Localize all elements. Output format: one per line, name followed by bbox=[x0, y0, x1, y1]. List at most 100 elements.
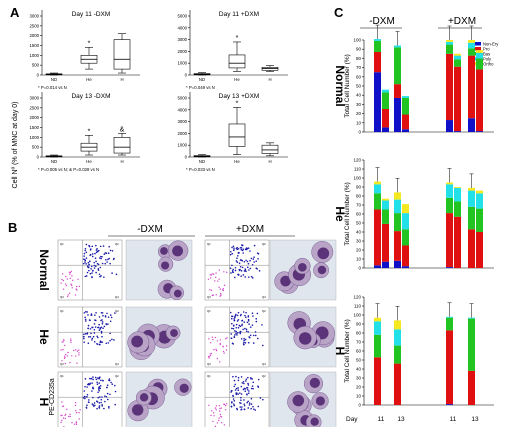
pink-event-dot bbox=[73, 349, 75, 352]
pink-event-dot bbox=[219, 342, 221, 344]
bar-segment-poly bbox=[476, 52, 483, 59]
blue-event-dot bbox=[242, 248, 244, 250]
bar-segment-ortho bbox=[468, 40, 475, 43]
pink-event-dot bbox=[70, 270, 73, 273]
blue-event-dot bbox=[242, 380, 245, 383]
y-tick-label: 80 bbox=[356, 331, 362, 336]
blue-event-dot bbox=[240, 270, 243, 272]
panel-c-ylabel: Total Cell Number (%) bbox=[344, 182, 351, 246]
blue-event-dot bbox=[86, 386, 88, 388]
blue-event-dot bbox=[101, 404, 103, 406]
blue-event-dot bbox=[243, 399, 245, 401]
cell-nucleus bbox=[317, 265, 327, 275]
blue-event-dot bbox=[86, 265, 89, 268]
blue-event-dot bbox=[96, 383, 99, 386]
blue-event-dot bbox=[248, 323, 250, 325]
bar-segment-non-ery bbox=[446, 120, 453, 132]
y-tick-label: 4000 bbox=[177, 107, 187, 112]
pink-event-dot bbox=[214, 407, 217, 409]
pink-event-dot bbox=[72, 279, 74, 282]
pink-event-dot bbox=[78, 349, 80, 351]
blue-event-dot bbox=[86, 393, 89, 396]
blue-event-dot bbox=[233, 324, 235, 327]
y-tick-label: 500 bbox=[32, 145, 40, 150]
bar-segment-pro bbox=[394, 231, 401, 261]
blue-event-dot bbox=[84, 318, 87, 321]
blue-event-dot bbox=[242, 311, 245, 313]
blue-event-dot bbox=[95, 378, 98, 381]
panel-c-row-label: H bbox=[333, 347, 347, 356]
cell-nucleus bbox=[298, 263, 307, 272]
blue-event-dot bbox=[236, 408, 239, 411]
blue-event-dot bbox=[109, 249, 112, 252]
pink-event-dot bbox=[208, 357, 210, 359]
legend-label: Bas bbox=[483, 51, 490, 56]
blue-event-dot bbox=[244, 268, 247, 270]
blue-event-dot bbox=[99, 387, 102, 390]
blue-event-dot bbox=[230, 405, 233, 408]
box bbox=[228, 123, 246, 147]
pink-event-dot bbox=[220, 294, 222, 296]
blue-event-dot bbox=[232, 271, 235, 274]
pink-event-dot bbox=[213, 415, 215, 417]
bar-segment-ortho bbox=[394, 320, 401, 330]
blue-event-dot bbox=[83, 341, 85, 344]
quadrant-label: Q1 bbox=[207, 374, 211, 378]
blue-event-dot bbox=[252, 387, 254, 390]
blue-event-dot bbox=[104, 400, 106, 403]
blue-event-dot bbox=[237, 318, 240, 321]
quadrant-label: Q3 bbox=[207, 362, 211, 366]
blue-event-dot bbox=[235, 387, 238, 390]
quadrant-label: Q4 bbox=[262, 362, 266, 366]
blue-event-dot bbox=[251, 378, 253, 380]
bar-segment-poly bbox=[382, 89, 389, 93]
pink-event-dot bbox=[220, 415, 222, 418]
blue-event-dot bbox=[252, 405, 254, 408]
blue-event-dot bbox=[230, 250, 232, 253]
blue-event-dot bbox=[257, 378, 260, 381]
boxplot-note: * P=0.049 vs N bbox=[186, 85, 215, 90]
blue-event-dot bbox=[109, 339, 111, 342]
y-tick-label: 70 bbox=[356, 65, 362, 70]
x-category-label: H bbox=[120, 77, 123, 82]
blue-event-dot bbox=[103, 276, 105, 278]
blue-event-dot bbox=[237, 376, 240, 379]
blue-event-dot bbox=[100, 257, 102, 260]
blue-event-dot bbox=[97, 377, 99, 379]
pink-event-dot bbox=[75, 410, 77, 412]
blue-event-dot bbox=[261, 324, 263, 326]
blue-event-dot bbox=[246, 321, 249, 324]
panel-b-y-axis-label: PE-CD235a bbox=[49, 378, 56, 415]
blue-event-dot bbox=[245, 380, 247, 382]
pink-event-dot bbox=[225, 271, 228, 273]
blue-event-dot bbox=[252, 334, 255, 337]
blue-event-dot bbox=[103, 325, 106, 328]
legend-label: Poly bbox=[483, 56, 492, 61]
blue-event-dot bbox=[104, 262, 106, 265]
y-tick-label: 5000 bbox=[177, 14, 187, 19]
y-tick-label: 30 bbox=[356, 102, 362, 107]
blue-event-dot bbox=[90, 332, 92, 335]
quadrant-label: Q1 bbox=[207, 309, 211, 313]
quadrant-label: Q2 bbox=[262, 309, 266, 313]
panel-a: Day 11 -DXM 0 500 1000 1500 2000 2500 3000 ND He H… bbox=[29, 10, 288, 172]
blue-event-dot bbox=[82, 262, 85, 265]
blue-event-dot bbox=[106, 261, 108, 263]
cell-micrograph bbox=[125, 306, 193, 368]
pink-event-dot bbox=[215, 272, 217, 274]
blue-event-dot bbox=[240, 408, 242, 411]
blue-event-dot bbox=[87, 266, 90, 269]
y-tick-label: 100 bbox=[353, 313, 361, 318]
y-tick-label: 70 bbox=[356, 340, 362, 345]
blue-event-dot bbox=[91, 390, 93, 392]
y-tick-label: 0 bbox=[185, 155, 188, 160]
y-tick-label: 60 bbox=[356, 74, 362, 79]
blue-event-dot bbox=[97, 336, 99, 339]
quadrant-label: Q4 bbox=[115, 295, 119, 299]
bar-segment-pro bbox=[454, 66, 461, 132]
blue-event-dot bbox=[96, 407, 98, 410]
panel-c-day-label: Day bbox=[346, 416, 358, 423]
pink-event-dot bbox=[70, 283, 72, 285]
blue-event-dot bbox=[239, 332, 242, 335]
